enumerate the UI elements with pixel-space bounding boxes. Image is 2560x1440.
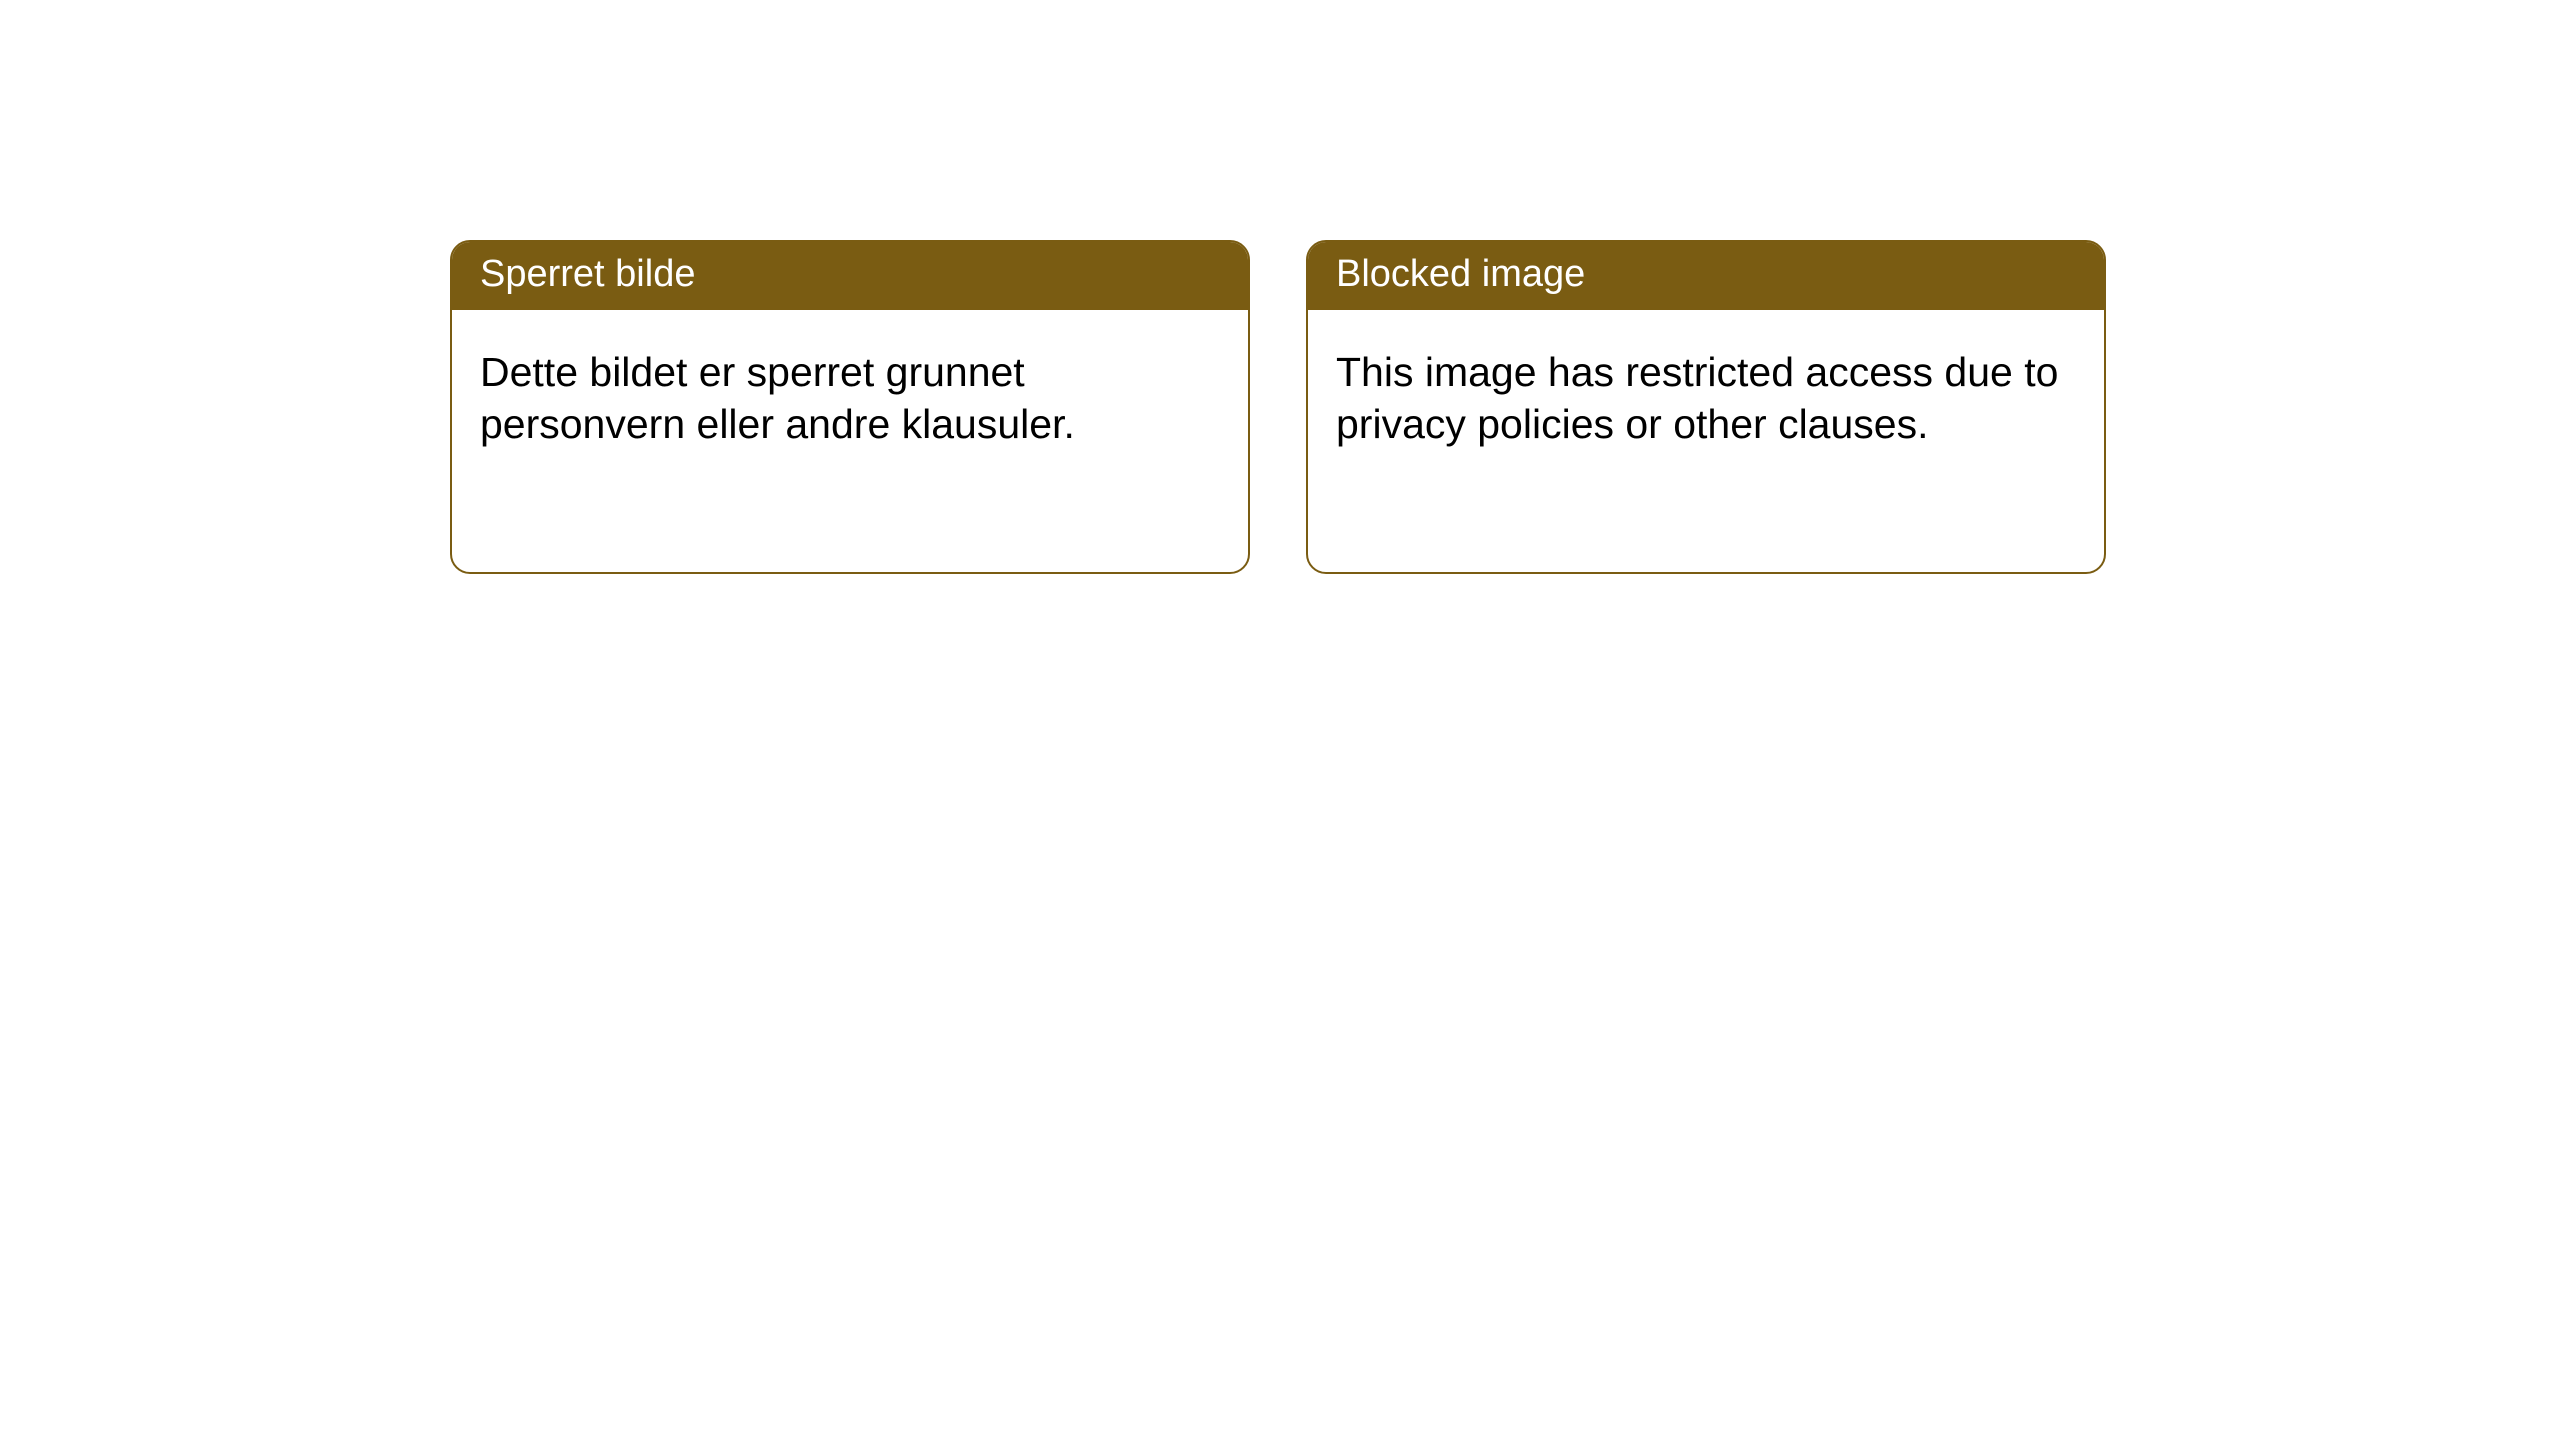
card-body-norwegian: Dette bildet er sperret grunnet personve…: [452, 310, 1248, 487]
card-english: Blocked image This image has restricted …: [1306, 240, 2106, 574]
card-title-english: Blocked image: [1308, 242, 2104, 310]
card-body-english: This image has restricted access due to …: [1308, 310, 2104, 487]
card-norwegian: Sperret bilde Dette bildet er sperret gr…: [450, 240, 1250, 574]
card-title-norwegian: Sperret bilde: [452, 242, 1248, 310]
blocked-image-notice: Sperret bilde Dette bildet er sperret gr…: [450, 240, 2560, 574]
